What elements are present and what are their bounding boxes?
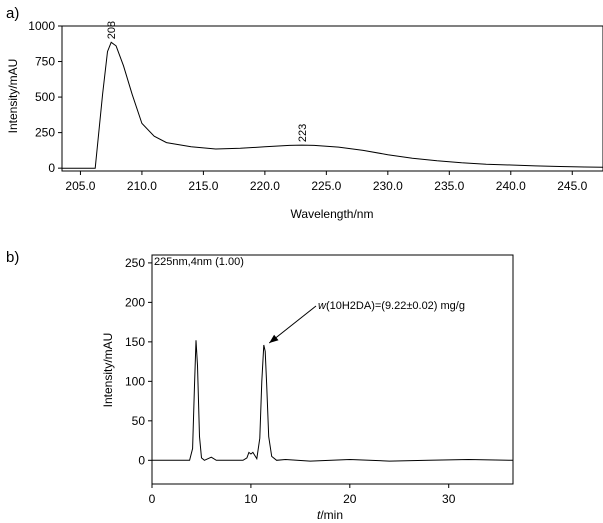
panel-b-x-tick-label: 0 (149, 492, 156, 506)
panel-b-y-tick-label: 250 (125, 256, 145, 270)
panel-b-chromatogram-line (152, 340, 514, 462)
panel-b-label: b) (6, 249, 19, 266)
panel-b: b) 225nm,4nm (1.00) 0 50 100 150 200 250 0 10 2… (6, 249, 514, 522)
panel-b-y-tick-label: 150 (125, 335, 145, 349)
panel-b-x-axis: 0 10 20 30 (149, 484, 456, 506)
panel-b-y-tick-label: 50 (132, 414, 146, 428)
panel-a-y-tick-label: 0 (48, 161, 55, 175)
panel-b-annotation-value: (10H2DA)=(9.22±0.02) mg/g (326, 300, 465, 312)
panel-a-y-tick-label: 1000 (28, 19, 55, 33)
panel-a-x-tick-label: 205.0 (65, 179, 95, 193)
panel-a-y-axis: 0 250 500 750 1000 (28, 19, 62, 175)
panel-a-y-tick-label: 250 (35, 126, 55, 140)
panel-b-annotation-text: w(10H2DA)=(9.22±0.02) mg/g (318, 300, 465, 312)
panel-a-x-tick-label: 215.0 (188, 179, 218, 193)
panel-b-header-text: 225nm,4nm (1.00) (154, 256, 244, 268)
panel-a-y-tick-label: 750 (35, 55, 55, 69)
panel-b-y-axis-title: Intensity/mAU (101, 333, 115, 408)
panel-b-x-axis-symbol: t (317, 508, 321, 522)
panel-b-y-axis: 0 50 100 150 200 250 (125, 256, 152, 467)
panel-b-annotation-symbol: w (318, 300, 327, 312)
panel-a-x-tick-label: 210.0 (127, 179, 157, 193)
panel-a-x-axis-title: Wavelength/nm (291, 207, 374, 221)
panel-a-peak-label-208: 208 (106, 21, 118, 39)
panel-b-x-tick-label: 20 (343, 492, 357, 506)
panel-a-x-tick-label: 235.0 (434, 179, 464, 193)
panel-b-x-tick-label: 30 (442, 492, 456, 506)
panel-a-x-tick-label: 230.0 (373, 179, 403, 193)
panel-a-x-tick-label: 225.0 (311, 179, 341, 193)
panel-a-x-tick-label: 245.0 (557, 179, 587, 193)
panel-a-spectrum-line (62, 41, 603, 169)
panel-a-y-tick-label: 500 (35, 90, 55, 104)
panel-a-peak-label-223: 223 (297, 124, 309, 142)
panel-a-x-tick-label: 220.0 (250, 179, 280, 193)
panel-b-y-tick-label: 100 (125, 374, 145, 388)
panel-b-x-tick-label: 10 (244, 492, 258, 506)
panel-a-x-axis: 205.0 210.0 215.0 220.0 225.0 230.0 235.0 240.0… (65, 171, 588, 193)
panel-a-y-axis-title: Intensity/mAU (6, 59, 20, 134)
panel-b-plot-frame (151, 254, 514, 485)
panel-b-y-tick-label: 200 (125, 295, 145, 309)
panel-a-x-tick-label: 240.0 (496, 179, 526, 193)
panel-b-y-tick-label: 0 (138, 453, 145, 467)
panel-a: a) 0 250 500 750 1000 205.0 210.0 215.0 220.0 22… (6, 5, 603, 221)
panel-a-label: a) (6, 5, 19, 22)
panel-a-plot-frame (61, 25, 603, 172)
panel-b-x-axis-unit: /min (320, 508, 343, 522)
panel-b-annotation-arrow (268, 305, 317, 344)
panel-b-annotation-arrowhead (269, 334, 279, 343)
panel-b-x-axis-title: t/min (317, 508, 343, 522)
